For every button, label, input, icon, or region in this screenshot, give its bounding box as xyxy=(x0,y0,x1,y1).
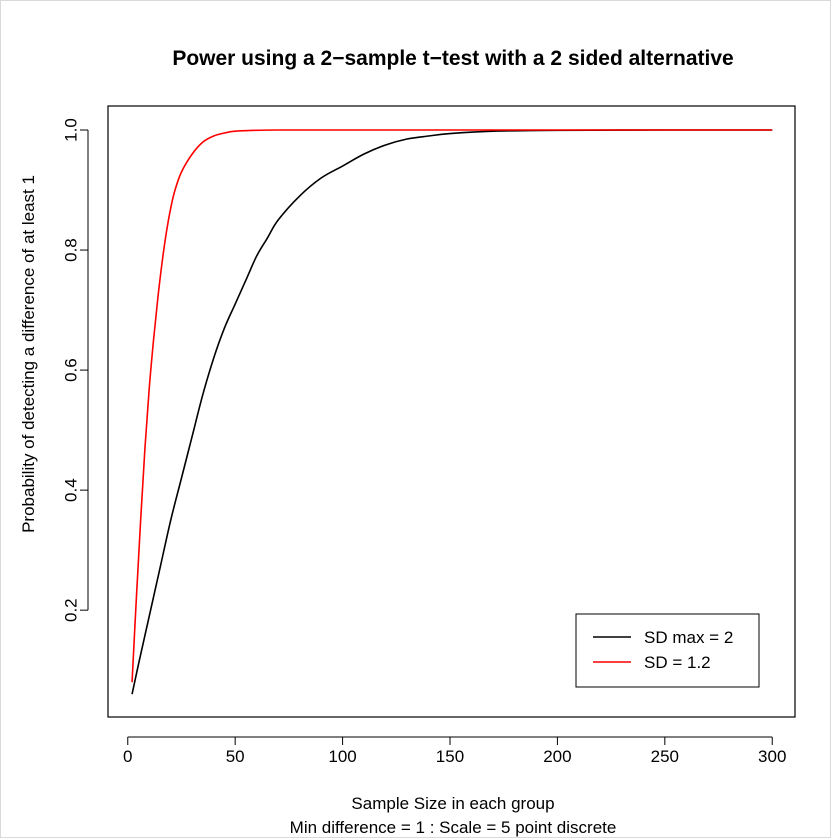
x-tick-label: 250 xyxy=(651,747,679,766)
y-tick-label: 0.4 xyxy=(61,478,80,502)
legend-box xyxy=(575,613,760,688)
x-tick-label: 150 xyxy=(436,747,464,766)
legend-label-sd-max: SD max = 2 xyxy=(644,628,733,647)
x-tick-label: 50 xyxy=(226,747,245,766)
x-tick-label: 200 xyxy=(543,747,571,766)
series-line-0 xyxy=(131,129,773,695)
legend-label-sd-1-2: SD = 1.2 xyxy=(644,653,711,672)
x-tick-label: 0 xyxy=(123,747,132,766)
x-axis-subtitle: Min difference = 1 : Scale = 5 point dis… xyxy=(290,818,617,837)
x-axis-label: Sample Size in each group xyxy=(351,794,554,813)
series-line-1 xyxy=(131,129,773,683)
y-tick-label: 0.8 xyxy=(61,238,80,262)
y-tick-label: 1.0 xyxy=(61,118,80,142)
y-axis-label: Probability of detecting a difference of… xyxy=(19,175,38,533)
chart-title: Power using a 2−sample t−test with a 2 s… xyxy=(172,47,733,70)
y-axis: 0.2 0.4 0.6 0.8 1.0 xyxy=(61,118,89,622)
y-tick-label: 0.2 xyxy=(61,598,80,622)
y-tick-label: 0.6 xyxy=(61,358,80,382)
plot-frame xyxy=(107,105,796,718)
series-layer xyxy=(131,129,773,695)
x-tick-label: 300 xyxy=(758,747,786,766)
x-axis: 0 50 100 150 200 250 300 xyxy=(123,736,786,766)
x-tick-label: 100 xyxy=(328,747,356,766)
legend: SD max = 2 SD = 1.2 xyxy=(575,613,760,688)
